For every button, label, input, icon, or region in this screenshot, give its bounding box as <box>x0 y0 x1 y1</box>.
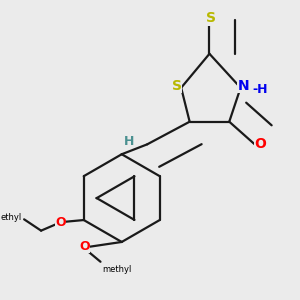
Text: methyl: methyl <box>102 265 131 274</box>
Text: S: S <box>172 79 182 93</box>
Text: O: O <box>254 137 266 151</box>
Text: S: S <box>206 11 216 26</box>
Text: O: O <box>56 216 66 229</box>
Text: H: H <box>124 135 134 148</box>
Text: -H: -H <box>253 83 268 96</box>
Text: ethyl: ethyl <box>0 213 21 222</box>
Text: N: N <box>238 79 249 93</box>
Text: O: O <box>80 240 90 253</box>
